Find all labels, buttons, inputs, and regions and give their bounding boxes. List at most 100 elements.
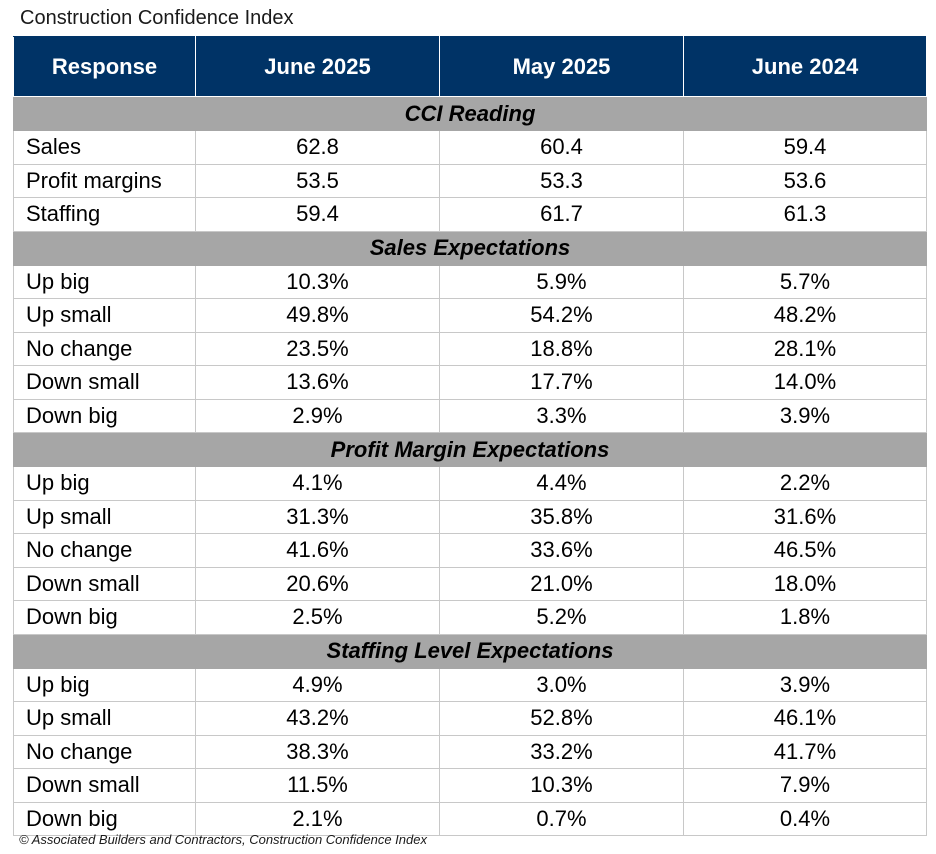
table-cell: 2.2% (683, 466, 927, 501)
section-header-row: CCI Reading (13, 96, 927, 131)
column-header: Response (13, 36, 196, 97)
row-label: Down small (13, 566, 196, 601)
table-cell: 28.1% (683, 331, 927, 366)
table-cell: 2.1% (195, 801, 440, 836)
table-cell: 61.7 (439, 197, 684, 232)
section-title: Profit Margin Expectations (13, 432, 927, 467)
table-cell: 31.6% (683, 499, 927, 534)
table-header-row: Response June 2025 May 2025 June 2024 (13, 36, 927, 97)
table-cell: 61.3 (683, 197, 927, 232)
table-cell: 23.5% (195, 331, 440, 366)
table-cell: 18.0% (683, 566, 927, 601)
table-cell: 41.7% (683, 734, 927, 769)
table-row: Staffing 59.4 61.7 61.3 (13, 197, 927, 232)
table-cell: 1.8% (683, 600, 927, 635)
table-cell: 33.2% (439, 734, 684, 769)
table-row: Up big 4.1% 4.4% 2.2% (13, 466, 927, 501)
table-cell: 4.1% (195, 466, 440, 501)
row-label: Down big (13, 600, 196, 635)
table-row: Up big 10.3% 5.9% 5.7% (13, 264, 927, 299)
table-cell: 5.9% (439, 264, 684, 299)
table-cell: 3.9% (683, 667, 927, 702)
row-label: Up small (13, 298, 196, 333)
table-row: Down big 2.1% 0.7% 0.4% (13, 801, 927, 836)
row-label: Staffing (13, 197, 196, 232)
table-cell: 10.3% (195, 264, 440, 299)
table-row: Up small 43.2% 52.8% 46.1% (13, 701, 927, 736)
table-cell: 54.2% (439, 298, 684, 333)
table-row: No change 38.3% 33.2% 41.7% (13, 734, 927, 769)
table-cell: 3.0% (439, 667, 684, 702)
row-label: No change (13, 734, 196, 769)
table-cell: 10.3% (439, 768, 684, 803)
row-label: Down big (13, 801, 196, 836)
section-title: Staffing Level Expectations (13, 633, 927, 669)
table-cell: 38.3% (195, 734, 440, 769)
column-header: June 2025 (195, 36, 440, 97)
row-label: Profit margins (13, 163, 196, 198)
table-cell: 0.4% (683, 801, 927, 836)
table-cell: 46.5% (683, 533, 927, 568)
section-header-row: Sales Expectations (13, 230, 927, 266)
table-cell: 4.4% (439, 466, 684, 501)
table-cell: 59.4 (683, 130, 927, 165)
table-cell: 60.4 (439, 130, 684, 165)
table-row: Up small 31.3% 35.8% 31.6% (13, 499, 927, 534)
row-label: No change (13, 533, 196, 568)
row-label: Up big (13, 667, 196, 702)
cci-table: Response June 2025 May 2025 June 2024 CC… (13, 36, 927, 836)
table-row: Down small 13.6% 17.7% 14.0% (13, 365, 927, 400)
row-label: Down small (13, 365, 196, 400)
column-header: May 2025 (439, 36, 684, 97)
section-header-row: Profit Margin Expectations (13, 432, 927, 467)
table-row: Up small 49.8% 54.2% 48.2% (13, 298, 927, 333)
table-cell: 53.6 (683, 163, 927, 198)
section-title: CCI Reading (13, 96, 927, 131)
row-label: Up big (13, 466, 196, 501)
table-row: Down small 20.6% 21.0% 18.0% (13, 566, 927, 601)
column-header: June 2024 (683, 36, 927, 97)
table-cell: 4.9% (195, 667, 440, 702)
table-row: Down big 2.5% 5.2% 1.8% (13, 600, 927, 635)
source-note: © Associated Builders and Contractors, C… (19, 832, 427, 847)
table-cell: 43.2% (195, 701, 440, 736)
row-label: Down big (13, 398, 196, 433)
table-cell: 33.6% (439, 533, 684, 568)
table-row: Down small 11.5% 10.3% 7.9% (13, 768, 927, 803)
table-cell: 5.7% (683, 264, 927, 299)
table-cell: 20.6% (195, 566, 440, 601)
table-cell: 52.8% (439, 701, 684, 736)
page-title: Construction Confidence Index (20, 7, 294, 29)
table-cell: 7.9% (683, 768, 927, 803)
table-cell: 46.1% (683, 701, 927, 736)
section-title: Sales Expectations (13, 230, 927, 266)
table-cell: 35.8% (439, 499, 684, 534)
table-cell: 53.5 (195, 163, 440, 198)
table-row: Profit margins 53.5 53.3 53.6 (13, 163, 927, 198)
table-cell: 13.6% (195, 365, 440, 400)
row-label: Up big (13, 264, 196, 299)
table-cell: 18.8% (439, 331, 684, 366)
table-cell: 11.5% (195, 768, 440, 803)
table-cell: 17.7% (439, 365, 684, 400)
table-cell: 31.3% (195, 499, 440, 534)
table-cell: 21.0% (439, 566, 684, 601)
table-cell: 5.2% (439, 600, 684, 635)
table-cell: 59.4 (195, 197, 440, 232)
table-cell: 48.2% (683, 298, 927, 333)
table-cell: 3.3% (439, 398, 684, 433)
table-cell: 41.6% (195, 533, 440, 568)
table-cell: 14.0% (683, 365, 927, 400)
row-label: Sales (13, 130, 196, 165)
table-cell: 62.8 (195, 130, 440, 165)
table-row: Sales 62.8 60.4 59.4 (13, 130, 927, 165)
table-cell: 0.7% (439, 801, 684, 836)
table-row: Up big 4.9% 3.0% 3.9% (13, 667, 927, 702)
table-body: CCI Reading Sales 62.8 60.4 59.4 Profit margi… (13, 96, 927, 836)
table-row: No change 41.6% 33.6% 46.5% (13, 533, 927, 568)
table-cell: 2.5% (195, 600, 440, 635)
row-label: Up small (13, 499, 196, 534)
section-header-row: Staffing Level Expectations (13, 633, 927, 669)
table-cell: 49.8% (195, 298, 440, 333)
table-row: Down big 2.9% 3.3% 3.9% (13, 398, 927, 433)
